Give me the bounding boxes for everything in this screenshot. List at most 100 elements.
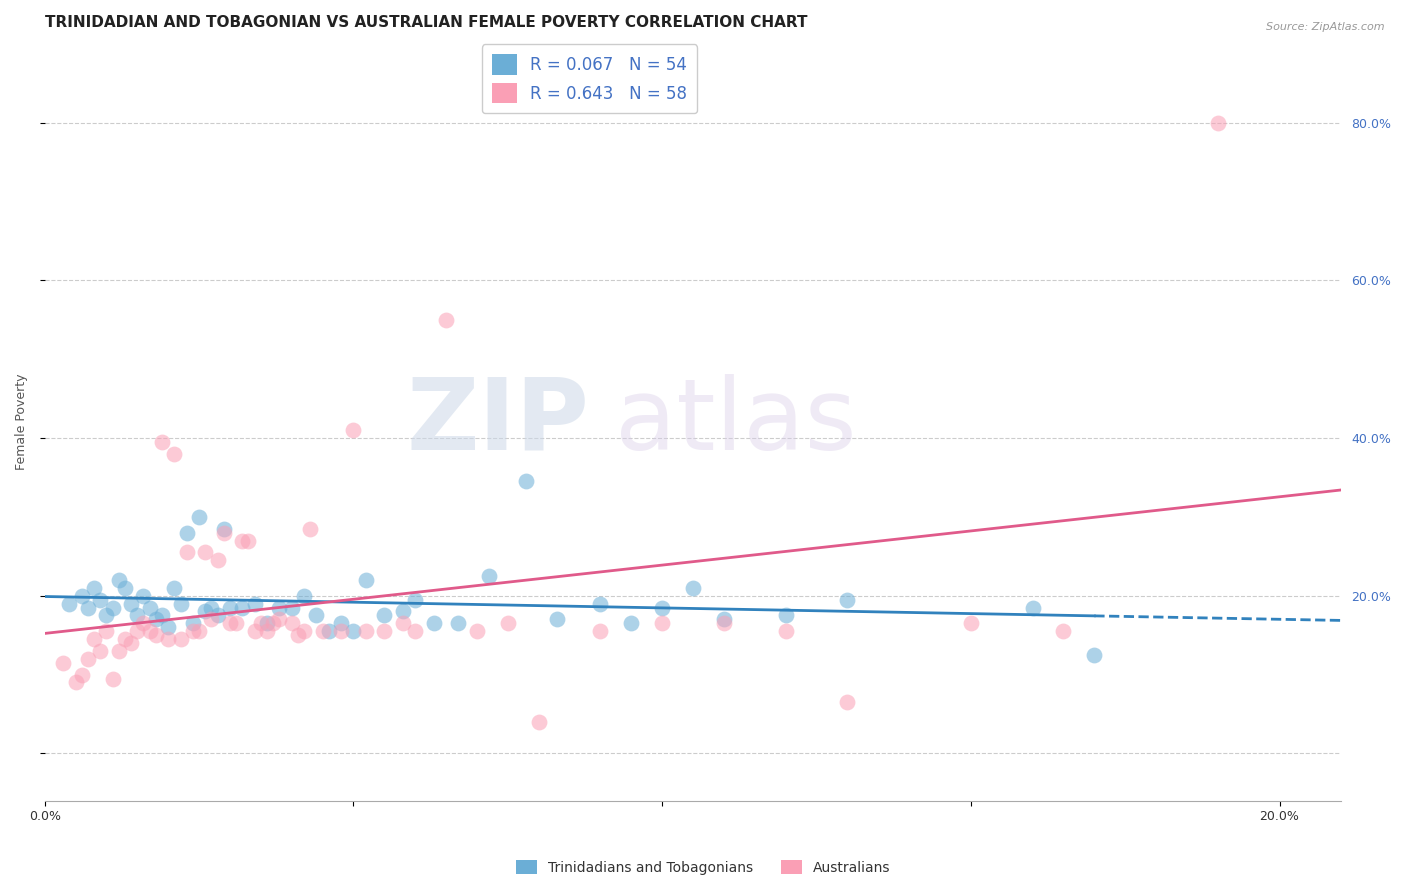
Point xyxy=(169,597,191,611)
Point xyxy=(207,608,229,623)
Point xyxy=(83,632,105,646)
Point xyxy=(287,628,309,642)
Point xyxy=(1052,624,1074,639)
Point xyxy=(330,616,353,631)
Point xyxy=(200,600,222,615)
Point xyxy=(96,608,118,623)
Text: atlas: atlas xyxy=(616,374,856,471)
Point xyxy=(188,624,211,639)
Text: ZIP: ZIP xyxy=(406,374,589,471)
Legend: R = 0.067   N = 54, R = 0.643   N = 58: R = 0.067 N = 54, R = 0.643 N = 58 xyxy=(482,45,697,113)
Point xyxy=(127,608,149,623)
Point xyxy=(65,675,87,690)
Y-axis label: Female Poverty: Female Poverty xyxy=(15,374,28,470)
Point xyxy=(114,581,136,595)
Text: TRINIDADIAN AND TOBAGONIAN VS AUSTRALIAN FEMALE POVERTY CORRELATION CHART: TRINIDADIAN AND TOBAGONIAN VS AUSTRALIAN… xyxy=(45,15,807,30)
Point xyxy=(391,605,413,619)
Point xyxy=(77,600,100,615)
Point xyxy=(107,573,129,587)
Point xyxy=(207,553,229,567)
Point xyxy=(120,597,142,611)
Point xyxy=(225,616,247,631)
Point xyxy=(447,616,470,631)
Point xyxy=(292,589,315,603)
Point xyxy=(373,624,395,639)
Point xyxy=(713,616,735,631)
Point xyxy=(176,525,198,540)
Point xyxy=(305,608,328,623)
Point xyxy=(651,616,673,631)
Point xyxy=(292,624,315,639)
Point xyxy=(478,569,501,583)
Point xyxy=(89,592,111,607)
Point xyxy=(256,616,278,631)
Point xyxy=(280,600,302,615)
Point xyxy=(212,525,235,540)
Point xyxy=(1021,600,1043,615)
Point xyxy=(404,592,426,607)
Point xyxy=(89,644,111,658)
Point xyxy=(620,616,643,631)
Point xyxy=(354,624,377,639)
Point xyxy=(243,597,266,611)
Point xyxy=(330,624,353,639)
Point xyxy=(194,545,217,559)
Point xyxy=(58,597,80,611)
Point xyxy=(269,600,291,615)
Point xyxy=(188,509,211,524)
Point xyxy=(280,616,302,631)
Point xyxy=(434,312,457,326)
Point xyxy=(231,533,253,548)
Text: Source: ZipAtlas.com: Source: ZipAtlas.com xyxy=(1267,22,1385,32)
Point xyxy=(775,608,797,623)
Point xyxy=(150,434,173,449)
Point xyxy=(354,573,377,587)
Point xyxy=(422,616,444,631)
Point xyxy=(132,589,155,603)
Point xyxy=(262,616,284,631)
Point xyxy=(515,475,537,489)
Point xyxy=(713,612,735,626)
Point xyxy=(682,581,704,595)
Legend: Trinidadians and Tobagonians, Australians: Trinidadians and Tobagonians, Australian… xyxy=(510,855,896,880)
Point xyxy=(775,624,797,639)
Point xyxy=(52,656,75,670)
Point xyxy=(163,581,186,595)
Point xyxy=(127,624,149,639)
Point xyxy=(527,714,550,729)
Point xyxy=(256,624,278,639)
Point xyxy=(114,632,136,646)
Point xyxy=(1083,648,1105,662)
Point xyxy=(145,612,167,626)
Point xyxy=(837,592,859,607)
Point xyxy=(120,636,142,650)
Point xyxy=(238,533,260,548)
Point xyxy=(150,608,173,623)
Point xyxy=(589,597,612,611)
Point xyxy=(243,624,266,639)
Point xyxy=(959,616,981,631)
Point xyxy=(138,624,160,639)
Point xyxy=(373,608,395,623)
Point xyxy=(212,522,235,536)
Point xyxy=(176,545,198,559)
Point xyxy=(157,620,180,634)
Point xyxy=(219,600,242,615)
Point xyxy=(342,423,364,437)
Point xyxy=(194,605,217,619)
Point xyxy=(96,624,118,639)
Point xyxy=(465,624,488,639)
Point xyxy=(138,600,160,615)
Point xyxy=(101,600,124,615)
Point xyxy=(77,652,100,666)
Point xyxy=(157,632,180,646)
Point xyxy=(132,616,155,631)
Point xyxy=(231,600,253,615)
Point xyxy=(70,667,93,681)
Point xyxy=(269,612,291,626)
Point xyxy=(342,624,364,639)
Point xyxy=(404,624,426,639)
Point xyxy=(837,695,859,709)
Point xyxy=(70,589,93,603)
Point xyxy=(219,616,242,631)
